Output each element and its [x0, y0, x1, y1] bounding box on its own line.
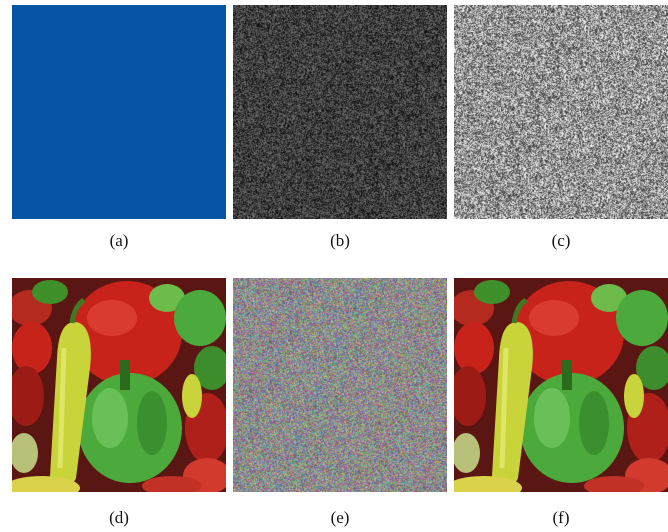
- panel-e-color-noise-image: [233, 278, 447, 492]
- caption-c: (c): [551, 231, 571, 250]
- panel-a-solid-blue-image: [12, 5, 226, 219]
- caption-e: (e): [330, 508, 350, 527]
- solid-blue-canvas: [12, 5, 226, 219]
- panel-c-light-noise-image: [454, 5, 668, 219]
- caption-a: (a): [109, 231, 129, 250]
- peppers-photo-original: [12, 278, 226, 492]
- caption-b: (b): [330, 231, 350, 250]
- light-gray-noise-canvas: [454, 5, 668, 219]
- dark-gray-noise-canvas: [233, 5, 447, 219]
- panel-b-dark-noise-image: [233, 5, 447, 219]
- panel-d-peppers-image: [12, 278, 226, 492]
- peppers-photo-decrypted: [454, 278, 668, 492]
- color-noise-canvas: [233, 278, 447, 492]
- caption-f: (f): [552, 508, 570, 527]
- caption-d: (d): [109, 508, 129, 527]
- panel-f-peppers-image: [454, 278, 668, 492]
